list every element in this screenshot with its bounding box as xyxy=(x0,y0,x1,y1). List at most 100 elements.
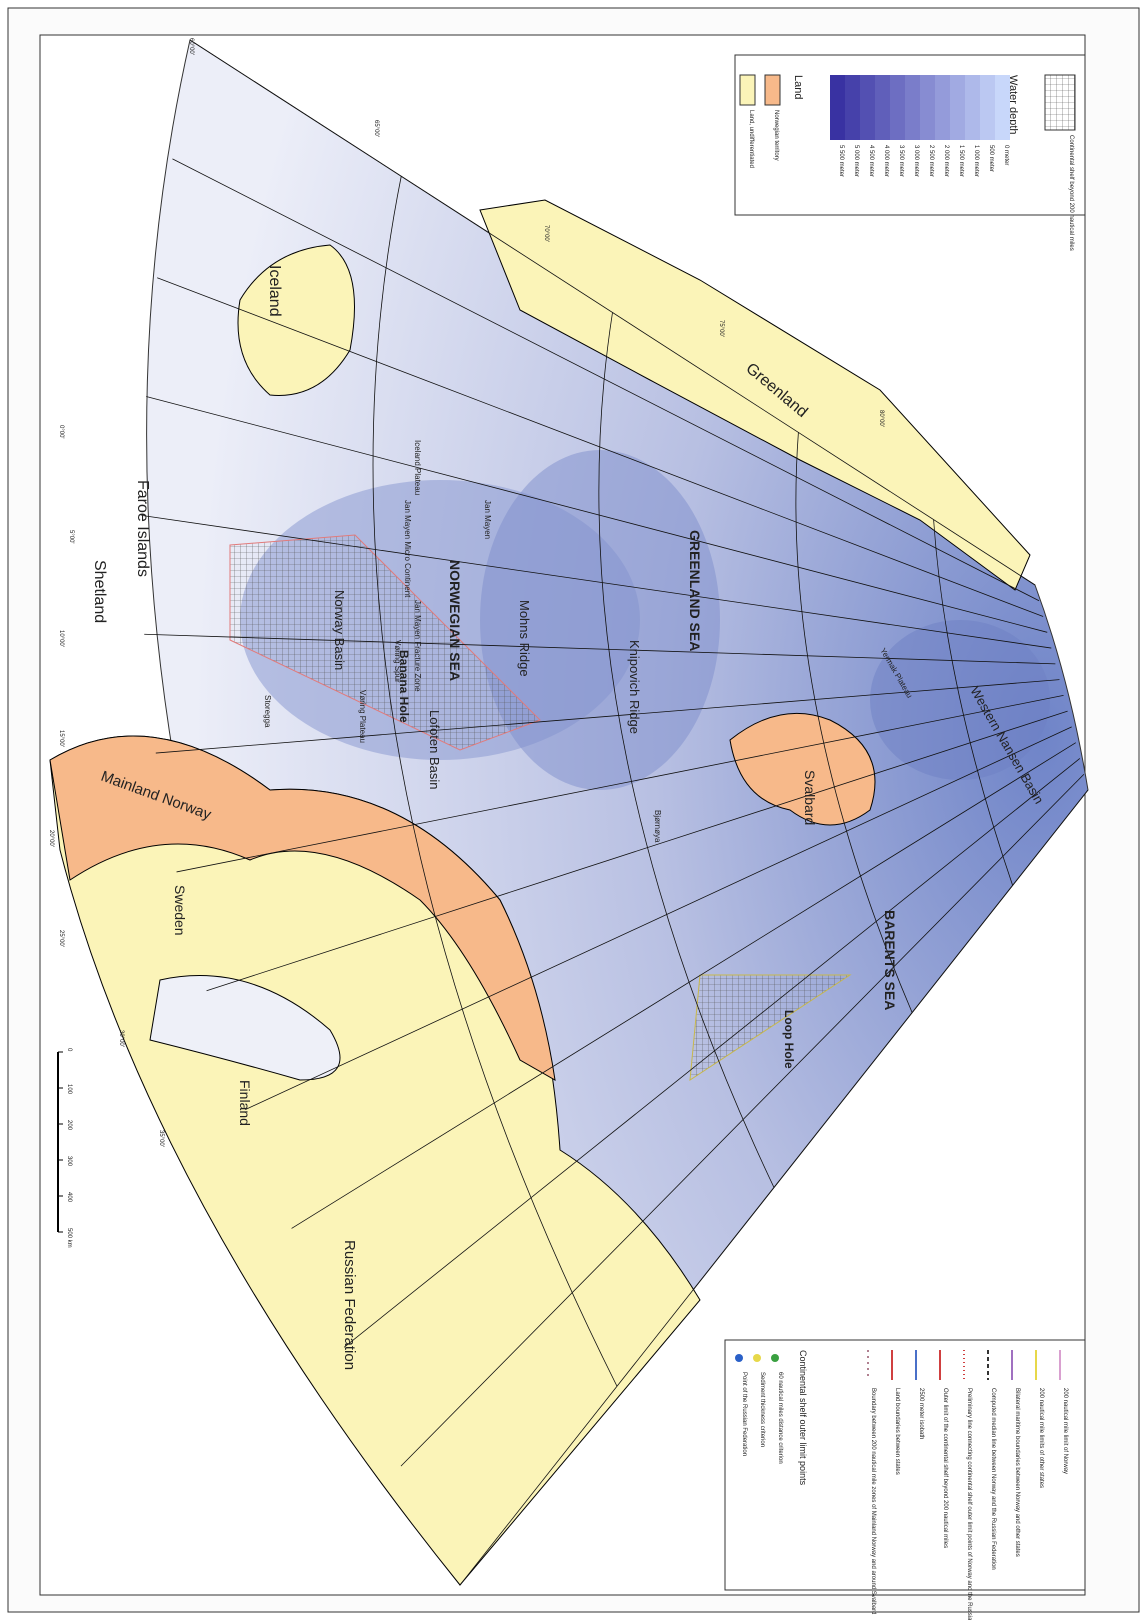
meridian xyxy=(172,158,1040,602)
legend-line-label: 2500 meter isobath xyxy=(918,1388,924,1439)
place-label: Bjørnøya xyxy=(653,810,662,843)
meridian xyxy=(245,726,1072,1110)
depth-label: 4 000 meter xyxy=(883,145,889,177)
place-label: NORWEGIAN SEA xyxy=(447,560,463,681)
place-label: BARENTS SEA xyxy=(882,910,898,1010)
depth-swatch xyxy=(860,75,875,140)
place-label: Loop Hole xyxy=(782,1010,796,1069)
graticule-label: 5°00' xyxy=(68,530,74,544)
depth-swatch xyxy=(890,75,905,140)
place-label: Lofoten Basin xyxy=(427,710,442,790)
legend-title: Land xyxy=(792,75,804,99)
land-swatch xyxy=(739,74,756,106)
graticule-label: 0°00' xyxy=(58,425,64,439)
graticule-label: 15°00' xyxy=(58,730,64,747)
meridian xyxy=(176,694,1064,873)
place-label: Banana Hole xyxy=(397,650,411,723)
place-label: Iceland xyxy=(266,265,283,317)
place-label: Svalbard xyxy=(802,770,818,825)
parallel xyxy=(372,176,618,1387)
legend-box xyxy=(724,1339,1086,1591)
depth-swatch xyxy=(965,75,980,140)
place-label: Jan Mayen Fracture Zone xyxy=(413,600,422,692)
graticule-label: 70°00' xyxy=(543,225,549,242)
scale-label: 300 xyxy=(66,1156,72,1167)
shelf-label: Continental shelf beyond 200 nautical mi… xyxy=(1068,135,1074,251)
parallel xyxy=(933,519,1014,886)
graticule-label: 25°00' xyxy=(58,930,64,947)
meridian xyxy=(141,514,1052,649)
meridian xyxy=(343,758,1081,1348)
meridian xyxy=(146,396,1048,633)
scale-label: 400 xyxy=(66,1192,72,1203)
depth-label: 5 500 meter xyxy=(838,145,844,177)
depth-label: 0 meter xyxy=(1003,145,1009,165)
graticule-label: 35°00' xyxy=(158,1130,164,1147)
map-body xyxy=(49,39,1089,1586)
place-label: Faroe Islands xyxy=(134,480,151,577)
banana-hole-area xyxy=(229,534,541,751)
legend-line-label: Computed median line between Norway and … xyxy=(990,1388,996,1570)
land-swatch xyxy=(764,74,781,106)
legend-point-label: Point of the Russian Federation xyxy=(741,1372,747,1456)
shelf-swatch xyxy=(1044,74,1076,131)
parallel xyxy=(598,312,775,1188)
meridian xyxy=(206,710,1068,992)
land-label: Land, undifferentiated xyxy=(748,110,754,168)
graticule-label: 65°00' xyxy=(373,120,379,137)
parallel xyxy=(795,432,913,1013)
place-label: Mohns Ridge xyxy=(517,600,532,677)
scale-label: 200 xyxy=(66,1120,72,1131)
legend-point xyxy=(735,1354,743,1362)
place-label: Vøring Plateau xyxy=(358,690,367,743)
depth-swatch xyxy=(980,75,995,140)
depth-label: 5 000 meter xyxy=(853,145,859,177)
legend-point xyxy=(753,1354,761,1362)
depth-label: 4 500 meter xyxy=(868,145,874,177)
meridian xyxy=(291,742,1076,1229)
scale-label: 500 km xyxy=(66,1228,72,1248)
meridian xyxy=(144,633,1056,665)
legend-line-label: Preliminary line connecting continental … xyxy=(966,1388,972,1620)
place-label: Jan Mayen xyxy=(483,500,492,539)
graticule-label: 20°00' xyxy=(48,830,54,847)
place-label: Sweden xyxy=(172,885,188,936)
depth-swatch xyxy=(875,75,890,140)
depth-label: 2 500 meter xyxy=(928,145,934,177)
depth-swatch xyxy=(995,75,1010,140)
place-label: Iceland Plateau xyxy=(413,440,422,495)
graticule-label: 10°00' xyxy=(58,630,64,647)
place-label: Jan Mayen Micro Continent xyxy=(403,500,412,598)
line-legend: 200 nautical mile limit of Norway 200 nau… xyxy=(724,1339,1086,1620)
graticule-label: 80°00' xyxy=(878,410,884,427)
depth-swatch xyxy=(935,75,950,140)
depth-label: 500 meter xyxy=(988,145,994,172)
meridian xyxy=(157,277,1044,617)
depth-swatch xyxy=(950,75,965,140)
depth-label: 3 000 meter xyxy=(913,145,919,177)
iceland xyxy=(237,244,355,396)
legend-point-label: 60 nautical miles distance criterion xyxy=(777,1372,783,1464)
place-label: Shetland xyxy=(91,560,108,623)
legend-point-label: Sediment thickness criterion xyxy=(759,1372,765,1447)
loop-hole-area xyxy=(689,974,852,1081)
scale-bar: 0 100 200 300 400 500 km xyxy=(57,1048,72,1248)
legend-line-label: Land boundaries between states xyxy=(894,1388,900,1475)
scale-label: 100 xyxy=(66,1084,72,1095)
graticule-label: 30°00' xyxy=(118,1030,124,1047)
scale-label: 0 xyxy=(66,1048,72,1052)
mainland-norway xyxy=(49,735,556,1081)
depth-swatch xyxy=(905,75,920,140)
svalbard xyxy=(729,712,876,826)
meridian xyxy=(400,773,1085,1467)
depth-label: 2 000 meter xyxy=(943,145,949,177)
graticule-label: 75°00' xyxy=(718,320,724,337)
depth-label: 1 000 meter xyxy=(973,145,979,177)
deep-basin xyxy=(480,450,720,790)
place-label: Finland xyxy=(237,1080,253,1126)
depth-label: 1 500 meter xyxy=(958,145,964,177)
legend-line-label: Boundary between 200 nautical mile zones… xyxy=(870,1388,876,1614)
legend-line-label: 200 nautical mile limits of other states xyxy=(1038,1388,1044,1488)
